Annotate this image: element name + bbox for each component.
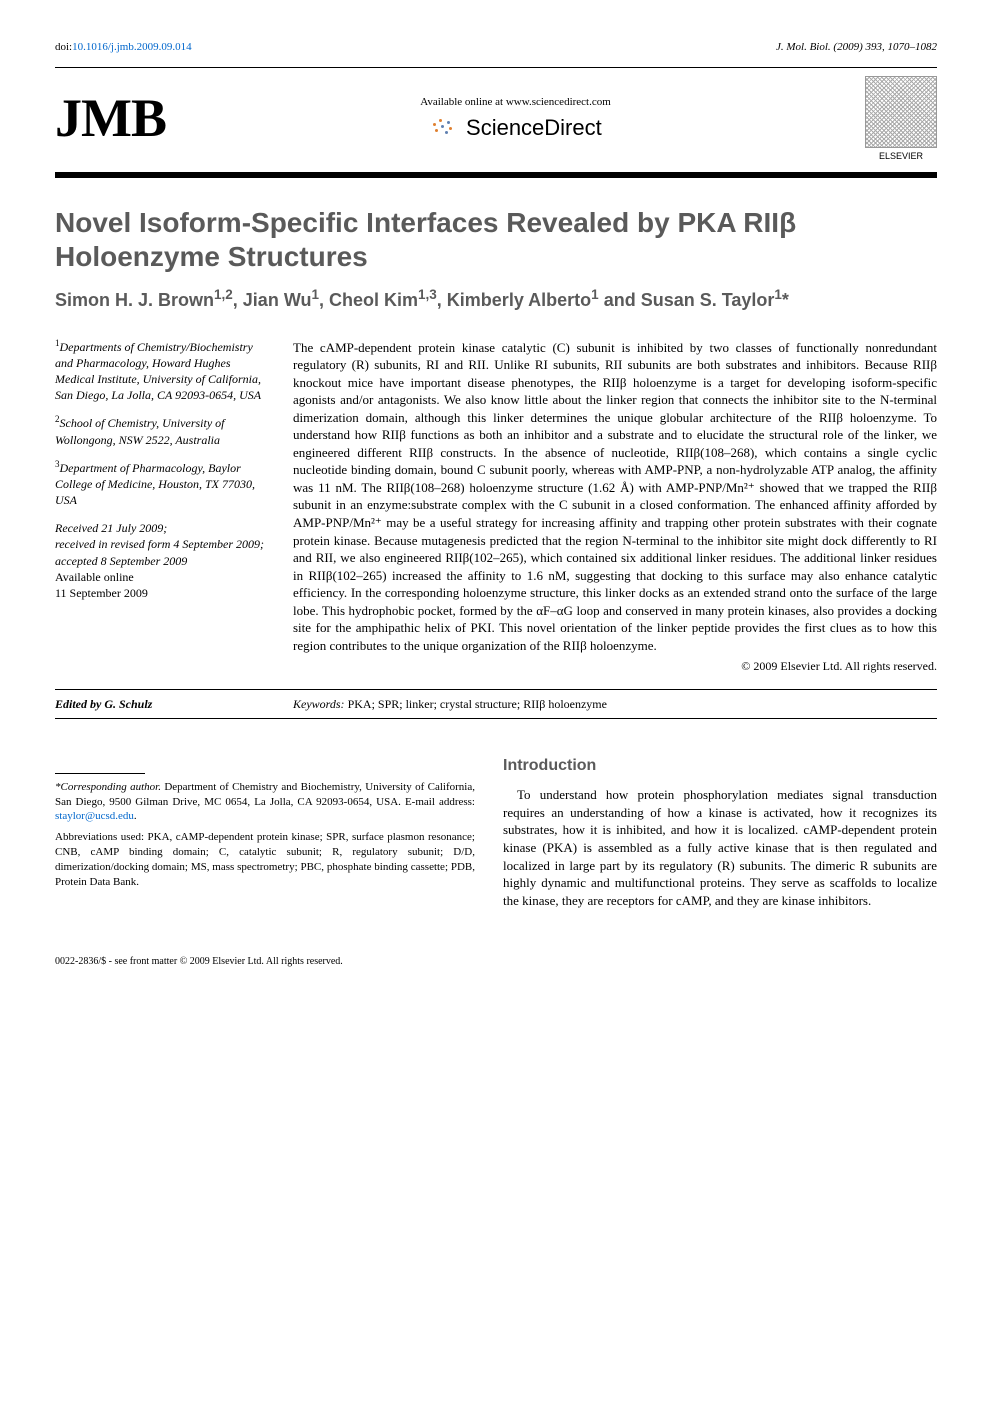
affiliation: 2School of Chemistry, University of Woll… bbox=[55, 415, 265, 447]
history-online-label: Available online bbox=[55, 570, 134, 584]
email-link[interactable]: staylor@ucsd.edu bbox=[55, 810, 134, 822]
corresponding-period: . bbox=[134, 810, 137, 822]
elsevier-block: ELSEVIER bbox=[865, 76, 937, 162]
introduction-paragraph: To understand how protein phosphorylatio… bbox=[503, 786, 937, 909]
introduction-heading: Introduction bbox=[503, 755, 937, 777]
sciencedirect-brand: ScienceDirect bbox=[466, 115, 602, 140]
corresponding-author: *Corresponding author. Department of Che… bbox=[55, 780, 475, 825]
edited-by: Edited by G. Schulz bbox=[55, 696, 265, 712]
jmb-logo: JMB bbox=[55, 93, 166, 144]
introduction-column: Introduction To understand how protein p… bbox=[503, 755, 937, 909]
copyright-line: © 2009 Elsevier Ltd. All rights reserved… bbox=[293, 658, 937, 674]
footnote-column: *Corresponding author. Department of Che… bbox=[55, 755, 475, 909]
history-revised: received in revised form 4 September 200… bbox=[55, 537, 264, 551]
bottom-columns: *Corresponding author. Department of Che… bbox=[55, 755, 937, 909]
sciencedirect-dots-icon bbox=[429, 117, 459, 135]
abstract-column: The cAMP-dependent protein kinase cataly… bbox=[293, 339, 937, 675]
sciencedirect-block: Available online at www.sciencedirect.co… bbox=[180, 95, 851, 144]
left-meta-column: 1Departments of Chemistry/Biochemistry a… bbox=[55, 339, 265, 675]
corresponding-label: *Corresponding author. bbox=[55, 781, 161, 793]
top-meta-row: doi:10.1016/j.jmb.2009.09.014 J. Mol. Bi… bbox=[55, 40, 937, 55]
author-list: Simon H. J. Brown1,2, Jian Wu1, Cheol Ki… bbox=[55, 289, 937, 312]
keywords-row: Edited by G. Schulz Keywords: PKA; SPR; … bbox=[55, 689, 937, 719]
meta-abstract-row: 1Departments of Chemistry/Biochemistry a… bbox=[55, 339, 937, 675]
journal-citation: J. Mol. Biol. (2009) 393, 1070–1082 bbox=[776, 40, 937, 55]
journal-header: JMB Available online at www.sciencedirec… bbox=[55, 67, 937, 178]
sd-available-text: Available online at www.sciencedirect.co… bbox=[180, 95, 851, 110]
affiliation: 1Departments of Chemistry/Biochemistry a… bbox=[55, 339, 265, 404]
footnote-rule bbox=[55, 773, 145, 774]
sd-brand-row: ScienceDirect bbox=[180, 113, 851, 143]
elsevier-label: ELSEVIER bbox=[865, 150, 937, 162]
abbreviations: Abbreviations used: PKA, cAMP-dependent … bbox=[55, 830, 475, 889]
elsevier-tree-icon bbox=[865, 76, 937, 148]
front-matter-line: 0022-2836/$ - see front matter © 2009 El… bbox=[55, 955, 937, 969]
doi-block: doi:10.1016/j.jmb.2009.09.014 bbox=[55, 40, 192, 55]
history-received: Received 21 July 2009; bbox=[55, 521, 167, 535]
article-history: Received 21 July 2009; received in revis… bbox=[55, 520, 265, 601]
doi-link[interactable]: 10.1016/j.jmb.2009.09.014 bbox=[72, 41, 191, 53]
abstract-text: The cAMP-dependent protein kinase cataly… bbox=[293, 339, 937, 655]
keywords-label: Keywords: bbox=[293, 697, 345, 711]
article-title: Novel Isoform-Specific Interfaces Reveal… bbox=[55, 206, 937, 273]
doi-prefix: doi: bbox=[55, 41, 72, 53]
history-online-date: 11 September 2009 bbox=[55, 586, 148, 600]
affiliation: 3Department of Pharmacology, Baylor Coll… bbox=[55, 460, 265, 509]
history-accepted: accepted 8 September 2009 bbox=[55, 554, 187, 568]
keywords-text: PKA; SPR; linker; crystal structure; RII… bbox=[348, 697, 607, 711]
keywords-cell: Keywords: PKA; SPR; linker; crystal stru… bbox=[293, 696, 937, 712]
